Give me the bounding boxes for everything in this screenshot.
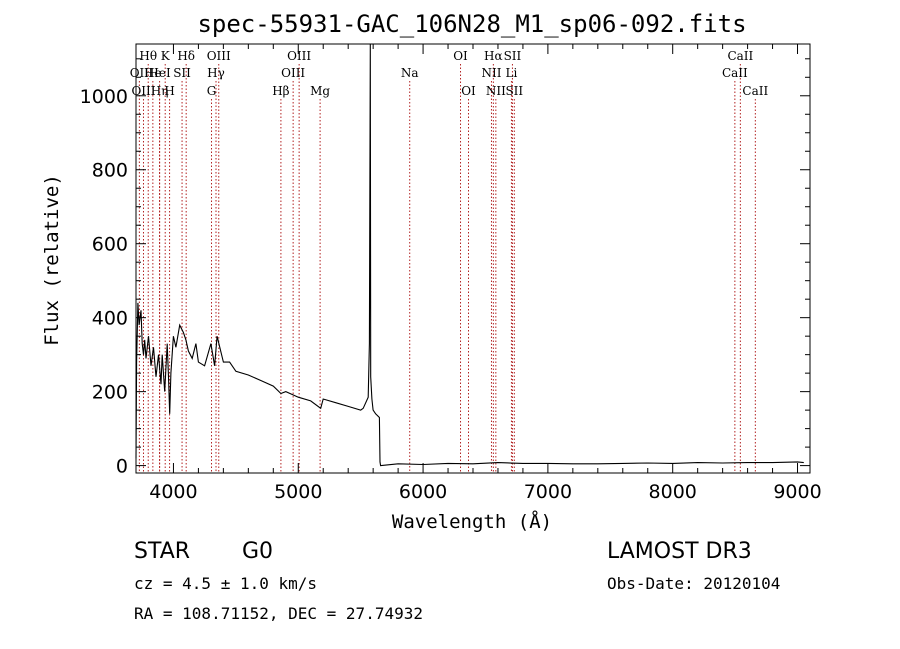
marker-label-18: OI [453,49,468,63]
x-tick-label: 6000 [399,481,447,503]
object-class: STAR [134,539,191,564]
x-tick-label: 8000 [649,481,697,503]
redshift-cz: cz = 4.5 ± 1.0 km/s [134,574,318,593]
marker-label-22: NII [486,84,506,98]
marker-label-11: Hγ [207,66,225,80]
y-tick-label: 200 [92,382,128,404]
flux-series-line [135,43,804,467]
marker-label-23: SII [504,49,522,63]
marker-label-19: OI [461,84,476,98]
marker-label-13: Hβ [272,84,289,98]
y-tick-label: 600 [92,234,128,256]
marker-label-5: K [161,49,171,63]
y-tick-label: 800 [92,160,128,182]
y-axis-ticks: 0 200 400 600 800 1000 [80,58,810,478]
marker-label-1: OII [130,66,150,80]
marker-label-24: Li [506,66,518,80]
y-tick-label: 1000 [80,86,128,108]
marker-label-26: CaII [727,49,753,63]
marker-label-3: He [144,66,162,80]
marker-label-4: Hη [151,84,169,98]
x-axis-ticks: 4000 5000 6000 7000 8000 9000 [149,44,822,503]
marker-label-15: OIII [287,49,311,63]
marker-label-0: Hθ [139,49,157,63]
marker-label-21: NII [481,66,501,80]
x-tick-label: 7000 [524,481,572,503]
marker-label-16: Mg [310,84,330,98]
marker-label-12: G [207,84,217,98]
plot-frame [135,43,811,474]
y-axis-label: Flux (relative) [41,174,63,346]
x-tick-label: 9000 [773,481,821,503]
marker-label-27: CaII [722,66,748,80]
marker-label-8: H [164,84,174,98]
observation-date: Obs-Date: 20120104 [607,574,781,593]
x-tick-label: 4000 [149,481,197,503]
marker-label-17: Na [401,66,419,80]
marker-label-9: Hδ [177,49,195,63]
marker-label-6: HeI [148,66,171,80]
chart-title: spec-55931-GAC_106N28_M1_sp06-092.fits [197,10,746,38]
marker-label-20: Hα [484,49,503,63]
x-tick-label: 5000 [274,481,322,503]
marker-label-14: OIII [281,66,305,80]
object-subclass: G0 [242,539,274,564]
spectrum-series [135,43,804,467]
marker-label-25: SII [505,84,523,98]
coordinates: RA = 108.71152, DEC = 27.74932 [134,604,423,623]
marker-label-10: OIII [207,49,231,63]
survey-name: LAMOST DR3 [607,539,752,564]
marker-label-7: SII [173,66,191,80]
marker-label-28: CaII [742,84,768,98]
x-axis-label: Wavelength (Å) [392,510,552,533]
marker-label-2: OIII [131,84,155,98]
y-tick-label: 0 [116,456,128,478]
y-tick-label: 400 [92,308,128,330]
